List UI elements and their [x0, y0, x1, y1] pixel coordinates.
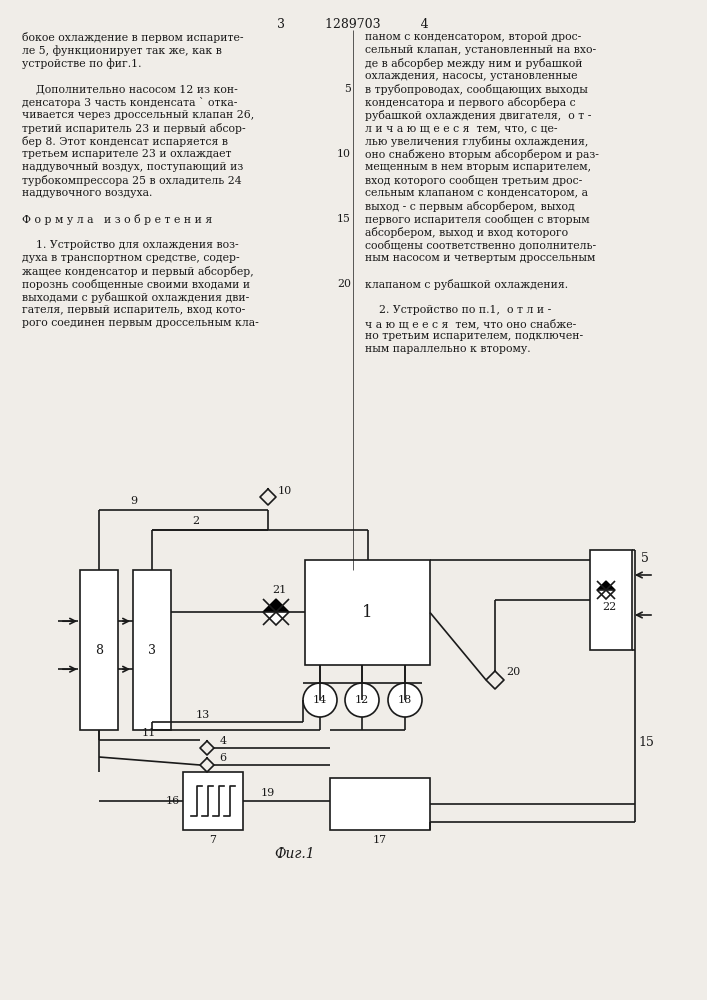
Text: Фиг.1: Фиг.1 [275, 847, 315, 861]
Text: 20: 20 [337, 279, 351, 289]
Bar [330, 778, 430, 830]
Polygon shape [597, 581, 615, 590]
Text: 13: 13 [196, 710, 210, 720]
Text: 15: 15 [337, 214, 351, 224]
Text: гателя, первый испаритель, вход кото-: гателя, первый испаритель, вход кото- [22, 305, 245, 315]
Text: духа в транспортном средстве, содер-: духа в транспортном средстве, содер- [22, 253, 240, 263]
Bar [80, 570, 118, 730]
Circle shape [388, 683, 422, 717]
Text: 20: 20 [506, 667, 520, 677]
Text: 21: 21 [272, 585, 286, 595]
Text: чивается через дроссельный клапан 26,: чивается через дроссельный клапан 26, [22, 110, 255, 120]
Text: 14: 14 [313, 695, 327, 705]
Text: сельный клапан, установленный на вхо-: сельный клапан, установленный на вхо- [365, 45, 596, 55]
Text: конденсатора и первого абсорбера с: конденсатора и первого абсорбера с [365, 97, 575, 108]
Text: выходами с рубашкой охлаждения дви-: выходами с рубашкой охлаждения дви- [22, 292, 250, 303]
Text: охлаждения, насосы, установленные: охлаждения, насосы, установленные [365, 71, 578, 81]
Text: де в абсорбер между ним и рубашкой: де в абсорбер между ним и рубашкой [365, 58, 583, 69]
Text: 16: 16 [166, 796, 180, 806]
Text: 3: 3 [148, 644, 156, 656]
Text: 19: 19 [261, 788, 275, 798]
Circle shape [345, 683, 379, 717]
Text: 1. Устройство для охлаждения воз-: 1. Устройство для охлаждения воз- [22, 240, 239, 250]
Text: в трубопроводах, сообщающих выходы: в трубопроводах, сообщающих выходы [365, 84, 588, 95]
Text: турбокомпрессора 25 в охладитель 24: турбокомпрессора 25 в охладитель 24 [22, 175, 242, 186]
Text: 10: 10 [278, 486, 292, 496]
Polygon shape [263, 612, 289, 625]
Text: 3          1289703          4: 3 1289703 4 [277, 18, 429, 31]
Text: сообщены соответственно дополнитель-: сообщены соответственно дополнитель- [365, 240, 596, 251]
Text: рого соединен первым дроссельным кла-: рого соединен первым дроссельным кла- [22, 318, 259, 328]
Text: 4: 4 [219, 736, 226, 746]
Text: абсорбером, выход и вход которого: абсорбером, выход и вход которого [365, 227, 568, 238]
Bar [133, 570, 171, 730]
Text: 17: 17 [373, 835, 387, 845]
Text: денсатора 3 часть конденсата ` отка-: денсатора 3 часть конденсата ` отка- [22, 97, 238, 108]
Text: 2. Устройство по п.1,  о т л и -: 2. Устройство по п.1, о т л и - [365, 305, 551, 315]
Polygon shape [263, 599, 289, 612]
Text: первого испарителя сообщен с вторым: первого испарителя сообщен с вторым [365, 214, 590, 225]
Text: 22: 22 [602, 602, 616, 612]
Text: ным параллельно к второму.: ным параллельно к второму. [365, 344, 531, 354]
Text: рубашкой охлаждения двигателя,  о т -: рубашкой охлаждения двигателя, о т - [365, 110, 591, 121]
Text: 6: 6 [219, 753, 226, 763]
Text: 18: 18 [398, 695, 412, 705]
Text: лью увеличения глубины охлаждения,: лью увеличения глубины охлаждения, [365, 136, 588, 147]
Text: 9: 9 [130, 496, 138, 506]
Text: бер 8. Этот конденсат испаряется в: бер 8. Этот конденсат испаряется в [22, 136, 228, 147]
Text: Дополнительно насосом 12 из кон-: Дополнительно насосом 12 из кон- [22, 84, 238, 94]
Text: мещенным в нем вторым испарителем,: мещенным в нем вторым испарителем, [365, 162, 591, 172]
Text: бокое охлаждение в первом испарите-: бокое охлаждение в первом испарите- [22, 32, 243, 43]
Text: л и ч а ю щ е е с я  тем, что, с це-: л и ч а ю щ е е с я тем, что, с це- [365, 123, 558, 133]
Text: третьем испарителе 23 и охлаждает: третьем испарителе 23 и охлаждает [22, 149, 231, 159]
Text: наддувочный воздух, поступающий из: наддувочный воздух, поступающий из [22, 162, 243, 172]
Text: ле 5, функционирует так же, как в: ле 5, функционирует так же, как в [22, 45, 222, 56]
Text: Ф о р м у л а   и з о б р е т е н и я: Ф о р м у л а и з о б р е т е н и я [22, 214, 212, 225]
Text: 5: 5 [344, 84, 351, 94]
Text: ч а ю щ е е с я  тем, что оно снабже-: ч а ю щ е е с я тем, что оно снабже- [365, 318, 576, 329]
Text: паном с конденсатором, второй дрос-: паном с конденсатором, второй дрос- [365, 32, 581, 42]
Text: жащее конденсатор и первый абсорбер,: жащее конденсатор и первый абсорбер, [22, 266, 254, 277]
Text: 1: 1 [362, 604, 373, 621]
Text: третий испаритель 23 и первый абсор-: третий испаритель 23 и первый абсор- [22, 123, 245, 134]
Bar [590, 550, 632, 650]
Polygon shape [597, 590, 615, 599]
Text: вход которого сообщен третьим дрос-: вход которого сообщен третьим дрос- [365, 175, 583, 186]
Bar [305, 560, 430, 665]
Circle shape [303, 683, 337, 717]
Bar [183, 772, 243, 830]
Text: 11: 11 [142, 728, 156, 738]
Text: 8: 8 [95, 644, 103, 656]
Text: выход - с первым абсорбером, выход: выход - с первым абсорбером, выход [365, 201, 575, 212]
Text: 5: 5 [641, 552, 649, 564]
Text: наддувочного воздуха.: наддувочного воздуха. [22, 188, 153, 198]
Text: но третьим испарителем, подключен-: но третьим испарителем, подключен- [365, 331, 583, 341]
Text: оно снабжено вторым абсорбером и раз-: оно снабжено вторым абсорбером и раз- [365, 149, 599, 160]
Text: устройстве по фиг.1.: устройстве по фиг.1. [22, 58, 141, 69]
Text: клапаном с рубашкой охлаждения.: клапаном с рубашкой охлаждения. [365, 279, 568, 290]
Text: ным насосом и четвертым дроссельным: ным насосом и четвертым дроссельным [365, 253, 595, 263]
Text: 12: 12 [355, 695, 369, 705]
Text: 15: 15 [638, 736, 654, 748]
Text: 10: 10 [337, 149, 351, 159]
Text: порознь сообщенные своими входами и: порознь сообщенные своими входами и [22, 279, 250, 290]
Text: сельным клапаном с конденсатором, а: сельным клапаном с конденсатором, а [365, 188, 588, 198]
Text: 7: 7 [209, 835, 216, 845]
Text: 2: 2 [192, 516, 199, 526]
